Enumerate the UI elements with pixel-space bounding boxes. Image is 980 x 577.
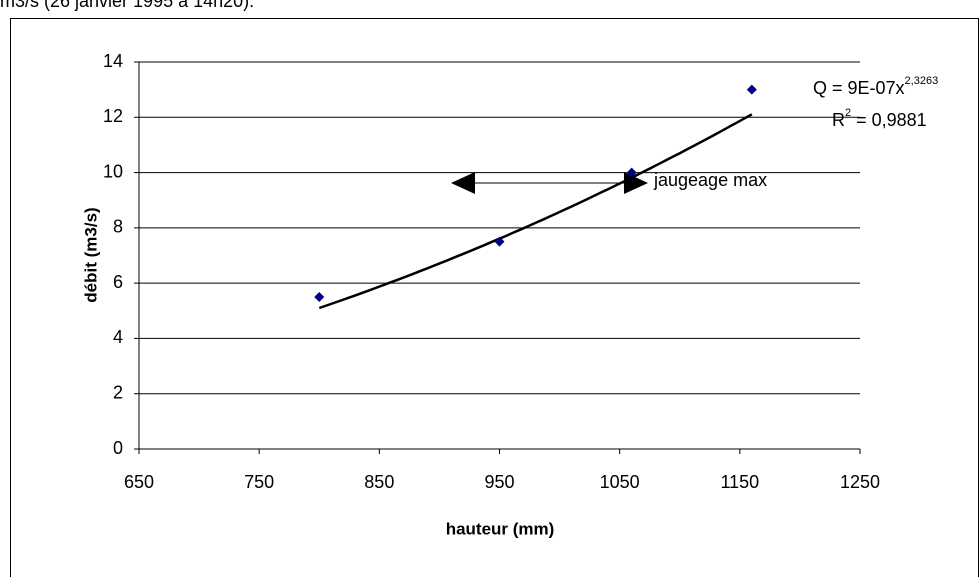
y-tick-label: 2: [113, 382, 123, 402]
x-tick-label: 750: [244, 472, 274, 492]
x-tick-label: 850: [364, 472, 394, 492]
x-tick-label: 650: [124, 472, 154, 492]
point: [626, 167, 637, 178]
caption: m3/s (26 janvier 1995 à 14h20).: [0, 0, 254, 11]
equation-exponent: 2,3263: [905, 75, 939, 87]
y-axis-label: débit (m3/s): [81, 207, 100, 302]
x-tick-label: 1250: [840, 472, 880, 492]
annotation: jaugeage max: [653, 170, 767, 190]
r2-value: = 0,9881: [851, 110, 927, 130]
point: [314, 291, 325, 302]
y-tick-label: 14: [103, 51, 123, 71]
y-tick-label: 4: [113, 327, 123, 347]
r2-text: R: [832, 110, 845, 130]
y-tick-label: 10: [103, 161, 123, 181]
x-tick-label: 1150: [720, 472, 759, 492]
equation-text: Q = 9E-07x: [813, 78, 905, 98]
trend-r-squared: R2 = 0,9881: [832, 107, 927, 130]
y-tick-label: 12: [103, 106, 123, 126]
point: [494, 236, 505, 247]
y-tick-label: 0: [113, 438, 123, 458]
trend-equation: Q = 9E-07x2,3263: [813, 75, 938, 98]
y-tick-label: 6: [113, 272, 123, 292]
y-tick-label: 8: [113, 217, 123, 237]
point: [746, 84, 757, 95]
x-tick-label: 950: [484, 472, 514, 492]
r2-sup: 2: [845, 107, 851, 119]
chart-frame: [10, 18, 979, 577]
trendline: [318, 113, 753, 310]
x-axis-label: hauteur (mm): [446, 519, 555, 538]
x-tick-label: 1050: [600, 472, 640, 492]
